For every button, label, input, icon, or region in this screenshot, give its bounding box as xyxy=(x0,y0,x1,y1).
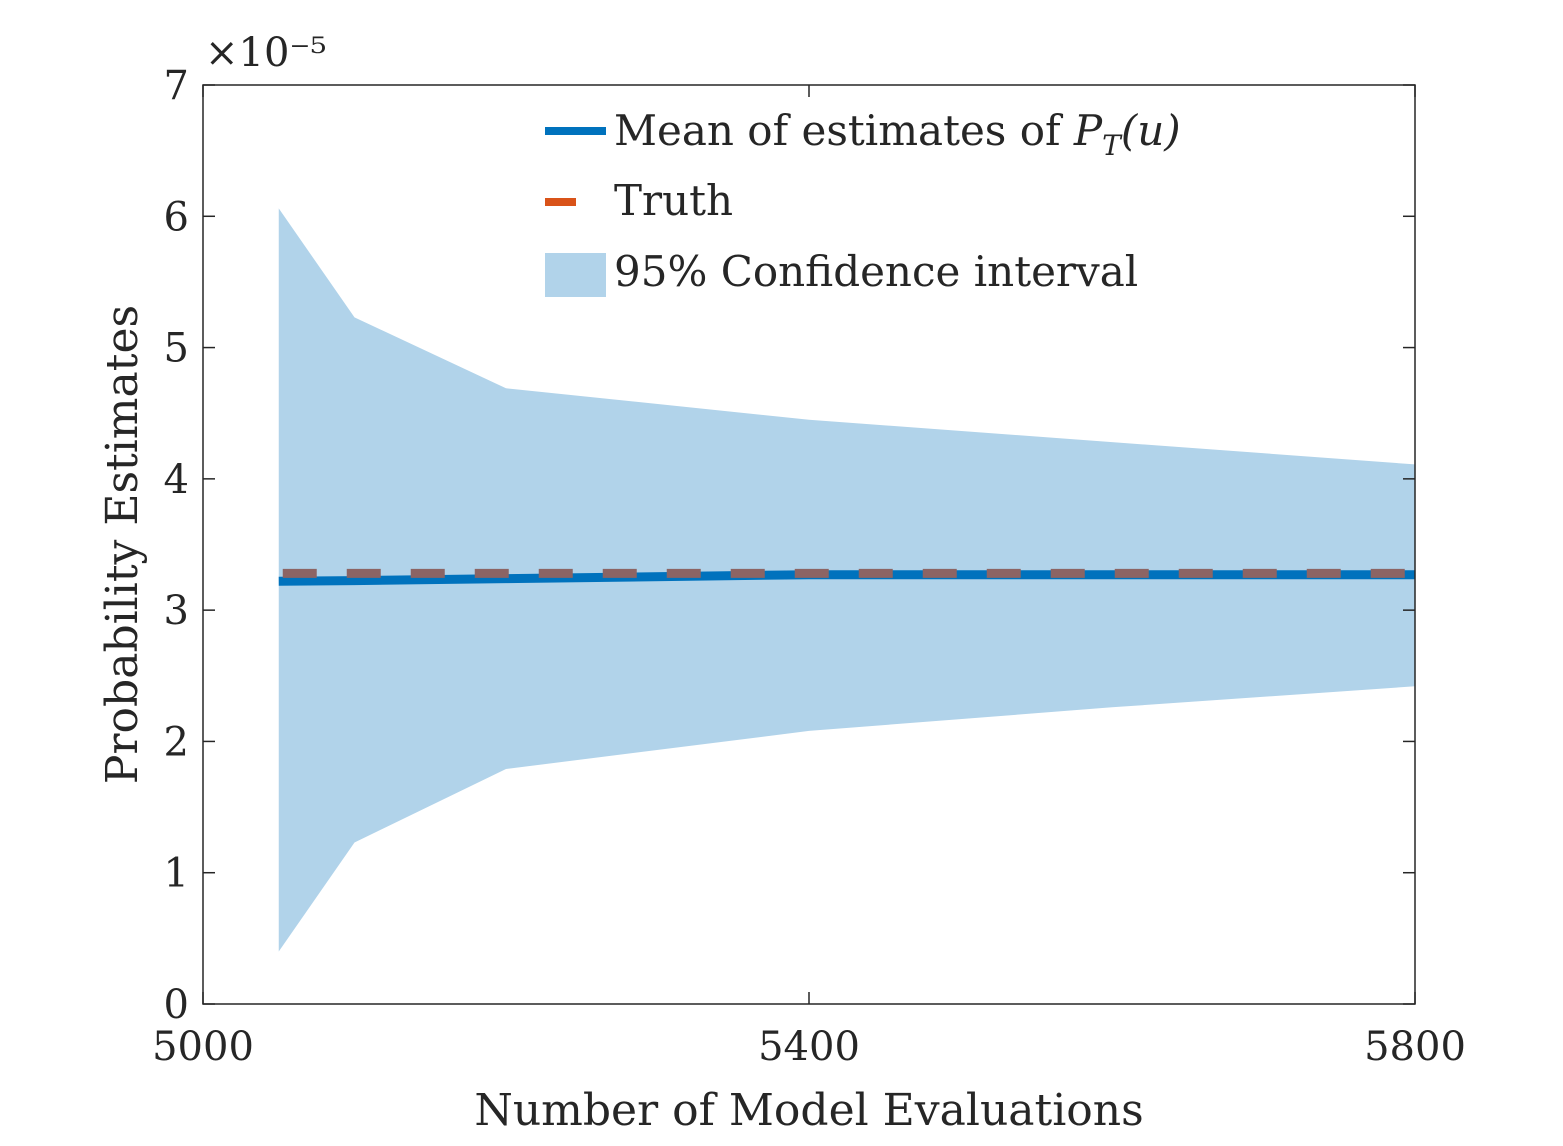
legend-mean-label: Mean of estimates of PT(u) xyxy=(614,106,1181,162)
legend-mean-math-sub: T xyxy=(1102,129,1123,162)
x-tick-label: 5000 xyxy=(152,1024,254,1070)
y-tick-label: 5 xyxy=(164,326,189,372)
legend-mean-math-arg: (u) xyxy=(1121,106,1181,155)
y-tick-label: 0 xyxy=(164,982,189,1028)
x-axis-label: Number of Model Evaluations xyxy=(474,1085,1143,1136)
legend-truth-label: Truth xyxy=(614,176,733,225)
legend-band-swatch xyxy=(545,253,606,297)
plot-area xyxy=(278,208,1415,952)
y-tick-label: 2 xyxy=(164,719,189,765)
y-tick-label: 4 xyxy=(164,457,189,503)
x-tick-label: 5400 xyxy=(758,1024,860,1070)
confidence-interval-band xyxy=(278,208,1415,952)
y-axis-label: Probability Estimates xyxy=(97,305,148,784)
legend-mean-text: Mean of estimates of xyxy=(614,106,1074,155)
y-tick-label: 6 xyxy=(164,194,189,240)
legend-band-label: 95% Confidence interval xyxy=(614,247,1138,296)
y-tick-label: 3 xyxy=(164,588,189,634)
axes: 0 1 2 3 4 5 6 7 5000 5400 5800 ×10⁻⁵ Number of Model… xyxy=(97,30,1466,1136)
mean-estimate-line xyxy=(278,570,1415,586)
legend-mean-math-p: P xyxy=(1073,106,1103,155)
legend: Mean of estimates of PT(u) Truth 95% Confi… xyxy=(545,106,1181,297)
x-tick-label: 5800 xyxy=(1364,1024,1466,1070)
y-exponent-label: ×10⁻⁵ xyxy=(205,30,327,76)
y-tick-label: 7 xyxy=(164,63,189,109)
y-tick-label: 1 xyxy=(164,851,189,897)
